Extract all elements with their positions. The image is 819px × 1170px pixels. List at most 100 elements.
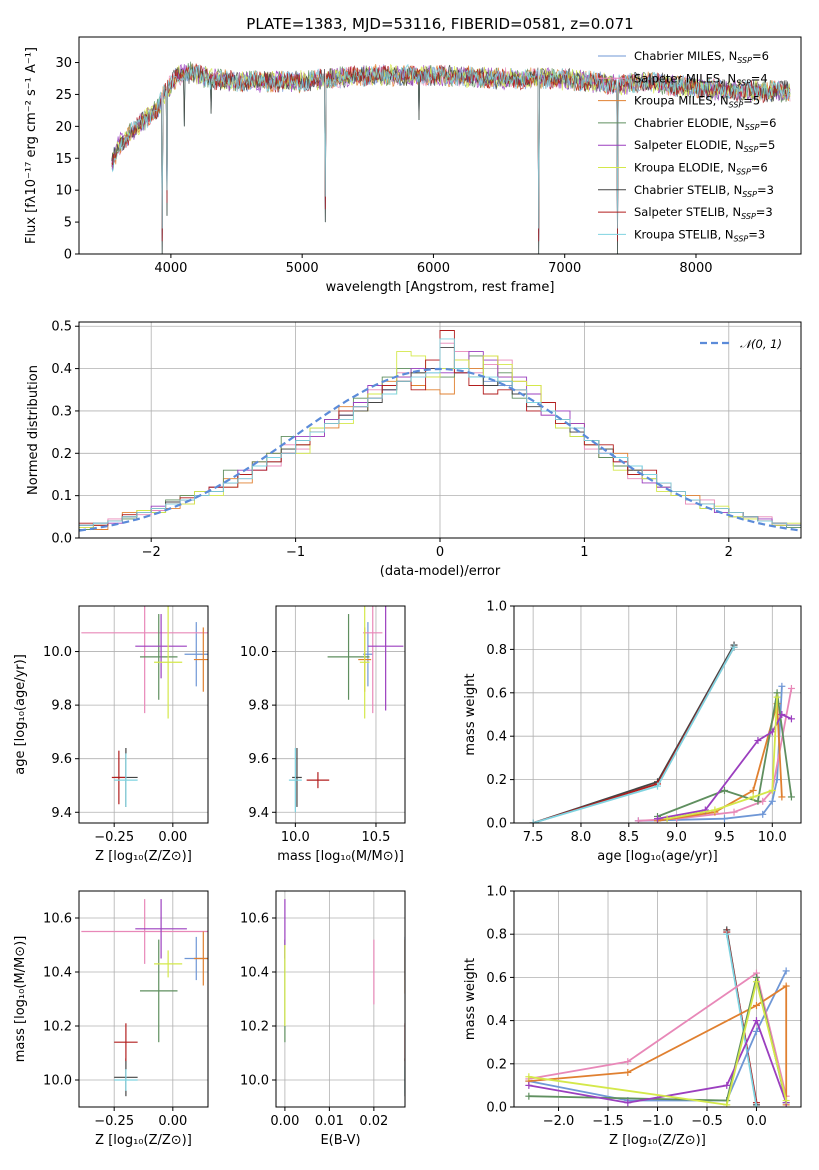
x-axis-label: Z [log₁₀(Z/Z⊙)] (95, 849, 192, 864)
y-tick-label: 0.1 (51, 489, 72, 504)
weight-marker (525, 1092, 533, 1100)
x-tick-label: 10.0 (758, 830, 787, 845)
y-tick-label: 0.4 (51, 362, 72, 377)
data-point (359, 606, 370, 719)
y-tick-label: 0.2 (486, 773, 507, 788)
weight-marker (525, 1081, 533, 1089)
y-tick-label: 30 (55, 56, 72, 71)
data-point (135, 614, 187, 679)
weight-line (725, 934, 758, 1107)
axes-frame (275, 605, 406, 824)
weight-marker (787, 684, 795, 692)
plot-area (529, 641, 795, 823)
y-tick-label: 5 (64, 216, 72, 231)
legend-entry: Chabrier ELODIE, NSSP=6 (634, 116, 776, 132)
x-tick-label: −0.5 (691, 1114, 723, 1129)
data-point (81, 606, 208, 714)
weight-line (638, 686, 783, 822)
weight-line (638, 688, 793, 822)
data-point (367, 606, 404, 711)
x-tick-label: −0.25 (94, 830, 134, 845)
weight-marker (787, 715, 795, 723)
weight-marker (730, 643, 738, 651)
weight-marker (768, 786, 776, 794)
weight-line (532, 646, 735, 823)
y-tick-label: 20 (55, 120, 72, 135)
x-tick-label: −1.5 (592, 1114, 624, 1129)
y-tick-label: 0.4 (486, 1014, 507, 1029)
x-tick-label: 0.00 (158, 830, 187, 845)
weight-marker (752, 1103, 760, 1107)
y-tick-label: 10.4 (43, 966, 72, 981)
x-axis-label: Z [log₁₀(Z/Z⊙)] (95, 1133, 192, 1148)
y-tick-label: 10.2 (240, 1020, 269, 1035)
y-tick-label: 0.8 (486, 928, 507, 943)
y-tick-label: 0.0 (51, 532, 72, 547)
x-tick-label: 6000 (417, 261, 450, 276)
weight-marker (720, 815, 728, 823)
x-tick-label: 0 (436, 545, 444, 560)
y-axis-label: Flux [fλ10⁻¹⁷ erg cm⁻² s⁻¹ A⁻¹] (24, 47, 39, 244)
y-tick-label: 0.6 (486, 971, 507, 986)
weight-marker (768, 797, 776, 805)
x-tick-label: 7.5 (523, 830, 544, 845)
panel-residuals: −2 −1 0 1 2 0.0 0.1 0.2 0.3 0.4 0.5 (data-model)/er… (26, 320, 802, 579)
weight-marker (529, 819, 537, 823)
x-axis-label: mass [log₁₀(M/M⊙)] (277, 849, 404, 864)
panel-mass-vs-ebv: 0.00 0.01 0.02 10.0 10.2 10.4 10.6 E(B-V) (240, 890, 406, 1148)
y-tick-label: 1.0 (486, 885, 507, 900)
axes-frame (78, 36, 802, 255)
y-axis-label: Normed distribution (26, 365, 41, 495)
y-tick-label: 0.2 (51, 447, 72, 462)
y-tick-label: 0.0 (486, 1101, 507, 1116)
weight-marker (782, 1097, 790, 1105)
x-tick-label: −1.0 (642, 1114, 674, 1129)
y-tick-label: 9.4 (51, 806, 72, 821)
weight-line (532, 646, 735, 823)
data-point (292, 747, 302, 807)
weight-marker (720, 786, 728, 794)
plot-area (525, 926, 790, 1107)
histogram-step (79, 338, 801, 538)
y-tick-label: 15 (55, 152, 72, 167)
x-axis-label: wavelength [Angstrom, rest frame] (326, 280, 555, 295)
data-point (135, 899, 187, 959)
weight-line (528, 971, 788, 1097)
data-point (288, 747, 302, 813)
weight-marker (749, 786, 757, 794)
data-point (81, 899, 208, 964)
y-tick-label: 10.6 (43, 912, 72, 927)
data-point (363, 606, 383, 714)
y-axis-label: mass weight (463, 958, 478, 1040)
weight-marker (663, 815, 671, 823)
y-tick-label: 10.0 (240, 645, 269, 660)
panel-spectrum: 4000 5000 6000 7000 8000 0 5 10 15 20 25 30 waveleng… (24, 15, 802, 295)
panel-weight-vs-age: 7.5 8.0 8.5 9.0 9.5 10.0 0.0 0.2 0.4 0.6 0.8 1.0 age… (463, 600, 802, 864)
y-axis-label: mass weight (463, 673, 478, 755)
y-tick-label: 9.8 (51, 699, 72, 714)
gaussian-curve (79, 367, 801, 532)
weight-marker (787, 793, 795, 801)
plot-area (81, 606, 208, 807)
weight-marker (752, 1017, 760, 1025)
weight-marker (782, 967, 790, 975)
data-point (193, 627, 208, 692)
data-point (114, 1069, 138, 1091)
weight-marker (624, 1099, 632, 1107)
x-tick-label: 0.00 (270, 1114, 299, 1129)
weight-marker (654, 815, 661, 823)
y-tick-label: 0.2 (486, 1057, 507, 1072)
weight-marker (782, 982, 790, 990)
weight-marker (654, 782, 661, 790)
y-tick-label: 0.5 (51, 320, 72, 335)
y-tick-label: 9.4 (248, 806, 269, 821)
y-tick-label: 10.0 (240, 1074, 269, 1089)
axes-frame (275, 890, 406, 1108)
legend-entry: Kroupa STELIB, NSSP=3 (634, 227, 765, 243)
legend-entry: Chabrier MILES, NSSP=6 (634, 49, 769, 65)
x-tick-label: 2 (725, 545, 733, 560)
x-tick-label: −1 (286, 545, 305, 560)
weight-marker (778, 682, 786, 690)
weight-marker (723, 1101, 731, 1107)
weight-marker (730, 808, 738, 816)
